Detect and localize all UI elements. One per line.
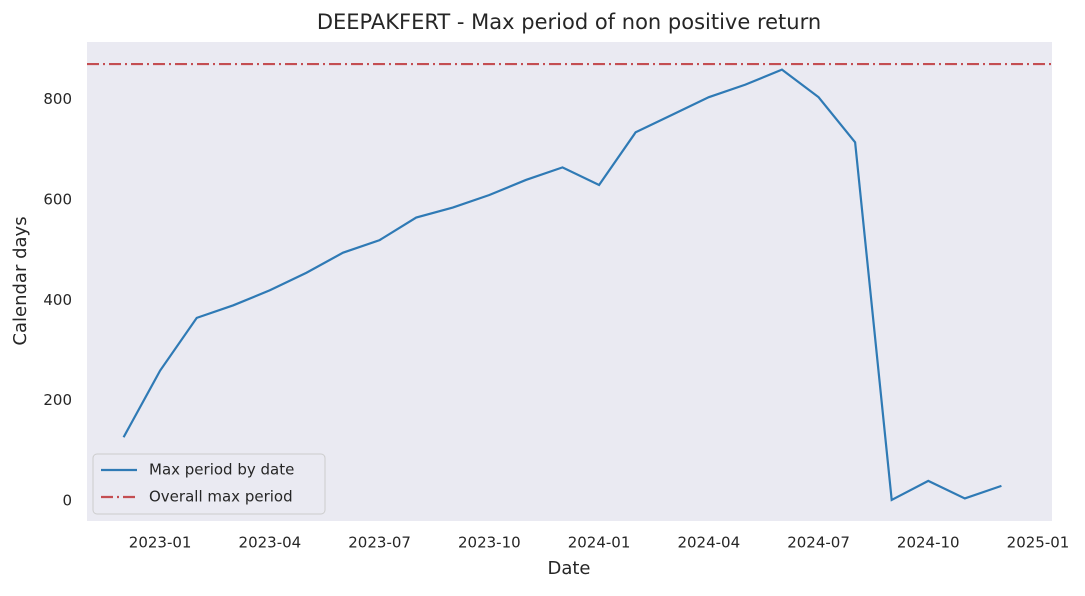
x-tick-label: 2024-04	[677, 534, 740, 552]
x-tick-label: 2023-04	[239, 534, 302, 552]
x-tick-label: 2023-07	[348, 534, 411, 552]
x-tick-label: 2025-01	[1007, 534, 1070, 552]
chart-title: DEEPAKFERT - Max period of non positive …	[317, 10, 821, 34]
legend-label: Max period by date	[149, 461, 294, 479]
y-tick-label: 0	[62, 491, 72, 509]
x-tick-label: 2023-01	[129, 534, 192, 552]
plot-area	[87, 42, 1052, 521]
x-tick-label: 2024-07	[787, 534, 850, 552]
x-tick-label: 2023-10	[458, 534, 521, 552]
legend-box	[92, 453, 326, 515]
x-tick-label: 2024-01	[568, 534, 631, 552]
x-axis-label: Date	[547, 558, 590, 579]
y-tick-label: 400	[43, 291, 72, 309]
y-tick-label: 600	[43, 190, 72, 208]
y-tick-label: 200	[43, 391, 72, 409]
y-tick-label: 800	[43, 90, 72, 108]
data-line	[122, 68, 1002, 502]
x-tick-label: 2024-10	[897, 534, 960, 552]
legend-label: Overall max period	[149, 488, 293, 506]
y-axis-label: Calendar days	[10, 216, 31, 345]
